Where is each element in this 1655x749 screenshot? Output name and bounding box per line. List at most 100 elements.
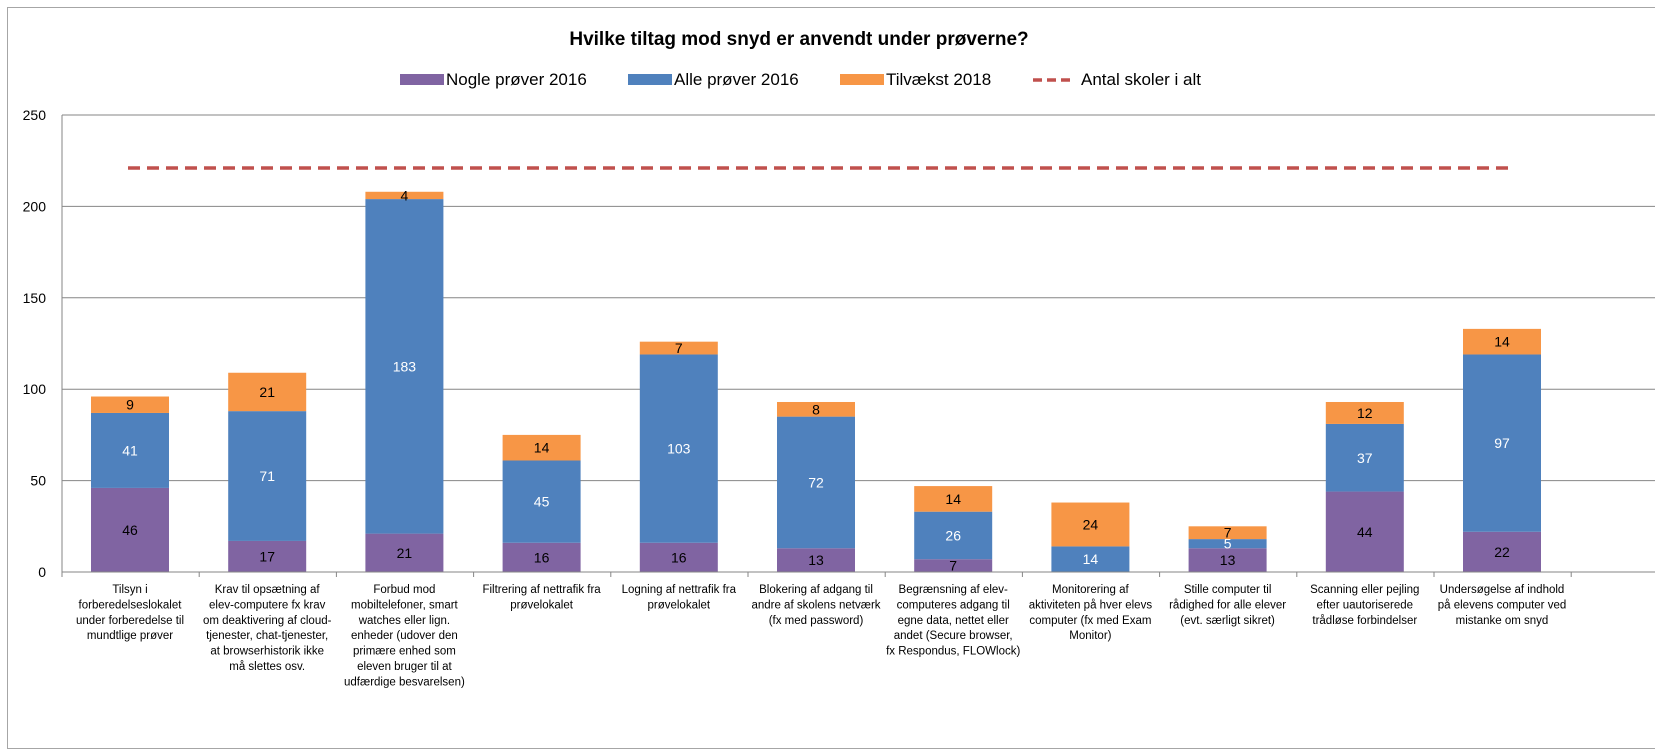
category-label-line: Stille computer til	[1184, 584, 1272, 596]
data-label: 22	[1494, 544, 1510, 560]
category-label-line: prøvelokalet	[647, 599, 710, 611]
gridlines	[62, 114, 1655, 482]
category-label: Monitorering af aktiviteten på hver elevs…	[1029, 584, 1153, 642]
bar-segment	[777, 401, 855, 417]
data-label: 71	[259, 468, 275, 484]
bar-segment	[777, 416, 855, 549]
legend-label: Antal skoler i alt	[1081, 70, 1201, 89]
bar-segment	[1463, 328, 1541, 355]
data-label: 46	[122, 522, 138, 538]
legend-label: Tilvækst 2018	[886, 70, 991, 89]
category-label-line: rådighed for alle elever	[1169, 599, 1286, 611]
bar-segment	[1188, 526, 1267, 540]
bar-segment	[1463, 531, 1541, 572]
category-label-line: Krav til opsætning af	[215, 584, 321, 596]
category-label-line: prøvelokalet	[510, 599, 573, 611]
category-label: Undersøgelse af indhold på elevens comput…	[1438, 584, 1567, 627]
category-label-line: primære enhed som	[353, 646, 456, 658]
bar-segment	[502, 542, 581, 572]
data-label: 183	[393, 358, 417, 374]
bar-segment	[639, 354, 718, 543]
category-label: Scanning eller pejling efter uautorisered…	[1310, 584, 1419, 627]
legend-label: Nogle prøver 2016	[446, 70, 587, 89]
legend-label: Alle prøver 2016	[674, 70, 799, 89]
category-label-line: enheder (udover den	[351, 630, 458, 642]
data-label: 21	[259, 384, 275, 400]
legend-item: Antal skoler i alt	[1033, 70, 1201, 89]
bar-segment	[502, 460, 581, 543]
data-label: 45	[534, 494, 550, 510]
data-label: 72	[808, 474, 824, 490]
bar-segment	[1051, 546, 1130, 572]
y-tick-label: 50	[30, 473, 46, 489]
category-label: Logning af nettrafik fra prøvelokalet	[622, 584, 737, 611]
bar-segment	[914, 511, 993, 560]
chart-frame: Hvilke tiltag mod snyd er anvendt under …	[7, 7, 1655, 749]
bar-segment	[1325, 423, 1404, 492]
category-label-line: under forberedelse til	[76, 615, 184, 627]
category-label-line: aktiviteten på hver elevs	[1029, 599, 1153, 611]
legend-swatch	[840, 74, 884, 85]
data-label: 13	[808, 552, 824, 568]
data-label: 14	[1494, 334, 1510, 350]
category-label-line: må slettes osv.	[229, 661, 305, 673]
data-label: 21	[397, 545, 413, 561]
chart-title: Hvilke tiltag mod snyd er anvendt under …	[569, 29, 1028, 50]
bar-segment	[1325, 401, 1404, 424]
category-label-line: watches eller lign.	[358, 615, 450, 627]
data-label: 7	[1224, 525, 1232, 541]
data-label: 103	[667, 441, 691, 457]
category-label-line: Begrænsning af elev-	[899, 584, 1008, 596]
bar-segment	[1325, 491, 1404, 572]
category-label-line: egne data, nettet eller	[898, 615, 1009, 627]
legend-swatch	[628, 74, 672, 85]
category-label: Filtrering af nettrafik fra prøvelokalet	[482, 584, 601, 611]
data-label: 16	[534, 549, 550, 565]
bars: 46 41 9 17 71 21 21 183 4 16 45 14 16 103 7 13 72 8 7 26 14 1…	[91, 187, 1541, 574]
category-label-line: trådløse forbindelser	[1312, 615, 1417, 627]
y-tick-label: 100	[23, 381, 47, 397]
y-tick-label: 200	[23, 198, 47, 214]
data-label: 12	[1357, 405, 1373, 421]
category-label-line: Scanning eller pejling	[1310, 584, 1419, 596]
bar-segment	[1188, 539, 1267, 549]
data-label: 16	[671, 549, 687, 565]
category-label-line: mundtlige prøver	[87, 630, 173, 642]
category-label: Krav til opsætning af elev-computere fx k…	[203, 584, 332, 673]
data-label: 5	[1224, 536, 1232, 552]
category-label-line: andet (Secure browser,	[894, 630, 1013, 642]
category-label-line: (fx med password)	[769, 615, 864, 627]
bar-segment	[1051, 502, 1130, 547]
bar-segment	[1188, 548, 1267, 572]
category-label-line: computer (fx med Exam	[1029, 615, 1151, 627]
category-label: Tilsyn i forberedelseslokalet under forber…	[76, 584, 184, 642]
bar-segment	[228, 411, 307, 541]
legend-item: Alle prøver 2016	[628, 70, 799, 89]
legend-item: Nogle prøver 2016	[400, 70, 587, 89]
bar-segment	[91, 396, 169, 413]
stacked-bar-chart: Hvilke tiltag mod snyd er anvendt under …	[23, 29, 1655, 688]
bar-segment	[228, 540, 307, 572]
y-tick-label: 0	[38, 564, 46, 580]
bar-segment	[502, 434, 581, 461]
y-tick-label: 250	[23, 107, 47, 123]
category-label-line: Tilsyn i	[112, 584, 147, 596]
data-label: 9	[126, 397, 134, 413]
bar-segment	[365, 199, 444, 534]
category-label-line: Undersøgelse af indhold	[1440, 584, 1565, 596]
data-label: 41	[122, 442, 138, 458]
category-label-line: fx Respondus, FLOWlock)	[886, 646, 1020, 658]
category-label-line: computeres adgang til	[897, 599, 1010, 611]
category-label-line: (evt. særligt sikret)	[1180, 615, 1275, 627]
category-label-line: efter uautoriserede	[1317, 599, 1414, 611]
category-label-line: elev-computere fx krav	[209, 599, 326, 611]
data-label: 14	[534, 440, 550, 456]
category-label-line: Filtrering af nettrafik fra	[482, 584, 601, 596]
category-label: Stille computer til rådighed for alle ele…	[1169, 584, 1286, 627]
data-label: 13	[1220, 552, 1236, 568]
category-label-line: eleven bruger til at	[357, 661, 452, 673]
category-label-line: Forbud mod	[373, 584, 435, 596]
data-label: 24	[1083, 516, 1099, 532]
category-label-line: Logning af nettrafik fra	[622, 584, 737, 596]
category-label-line: andre af skolens netværk	[751, 599, 880, 611]
